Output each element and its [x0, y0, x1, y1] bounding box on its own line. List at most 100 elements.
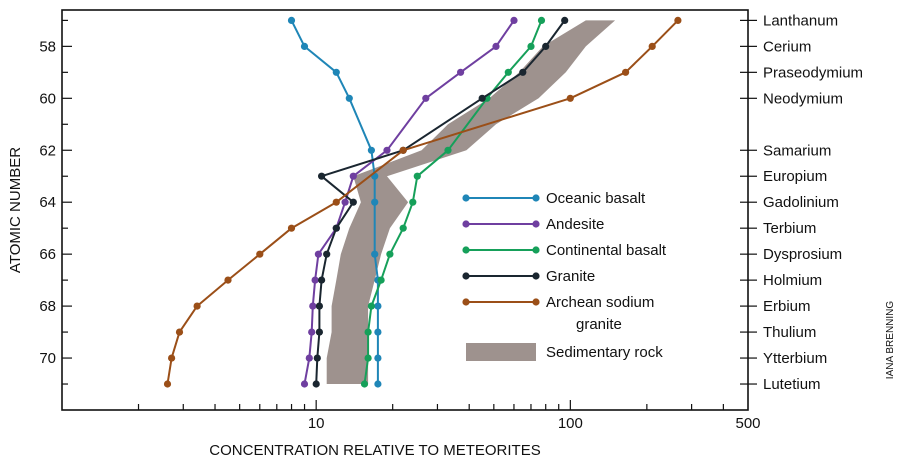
legend-swatch-dot — [532, 220, 540, 228]
oceanic-basalt-point — [287, 16, 296, 24]
archean-sodium-granite-point — [168, 354, 176, 362]
element-label-erbium: Erbium — [763, 298, 811, 315]
legend-swatch-band — [466, 343, 536, 361]
y-tick-label: 66 — [39, 246, 56, 263]
y-tick-label: 62 — [39, 142, 56, 159]
oceanic-basalt-point — [367, 146, 375, 154]
archean-sodium-granite-point — [287, 224, 296, 232]
continental-basalt-point — [364, 328, 372, 336]
legend-label: Oceanic basalt — [546, 190, 646, 207]
archean-sodium-granite-point — [566, 94, 574, 102]
andesite-point — [383, 146, 391, 154]
x-axis-title: CONCENTRATION RELATIVE TO METEORITES — [209, 442, 540, 459]
andesite-point — [492, 42, 500, 51]
element-label-holmium: Holmium — [763, 272, 822, 289]
continental-basalt-point — [399, 224, 407, 232]
andesite-line — [303, 19, 515, 385]
archean-sodium-granite-point — [332, 198, 340, 206]
legend-swatch-dot — [462, 194, 470, 202]
oceanic-basalt-point — [332, 68, 340, 76]
oceanic-basalt-point — [374, 328, 382, 336]
legend-label: Sedimentary rock — [546, 344, 663, 361]
x-tick-label: 100 — [558, 415, 583, 432]
andesite-point — [422, 94, 430, 102]
granite-point — [313, 354, 321, 362]
andesite-point — [309, 302, 317, 310]
continental-basalt-point — [409, 198, 417, 206]
oceanic-basalt-point — [300, 42, 309, 51]
legend-entry-archean-sodium: Archean sodium granite — [462, 294, 654, 333]
oceanic-basalt-point — [371, 250, 379, 258]
legend-entry-continental-basalt: Continental basalt — [462, 242, 667, 259]
series-granite — [312, 16, 569, 388]
element-label-europium: Europium — [763, 168, 827, 185]
element-label-thulium: Thulium — [763, 324, 816, 341]
series-andesite — [300, 16, 518, 388]
archean-sodium-granite-point — [256, 250, 264, 258]
andesite-point — [341, 198, 349, 206]
legend-entry-andesite: Andesite — [462, 216, 604, 233]
series-layer — [163, 16, 682, 388]
archean-sodium-granite-point — [224, 276, 232, 284]
series-continental-basalt — [360, 16, 546, 388]
archean-sodium-granite-point — [399, 146, 407, 154]
y-tick-label: 58 — [39, 38, 56, 55]
granite-point — [332, 224, 340, 232]
y-tick-label: 70 — [39, 350, 56, 367]
continental-basalt-line — [363, 20, 543, 385]
continental-basalt-point — [504, 68, 512, 76]
legend: Oceanic basalt Andesite Continental basalt… — [462, 190, 667, 361]
andesite-point — [300, 380, 309, 388]
element-label-cerium: Cerium — [763, 38, 811, 55]
granite-point — [318, 276, 326, 284]
andesite-point — [457, 68, 465, 76]
legend-entry-sedimentary-rock: Sedimentary rock — [466, 343, 663, 361]
element-label-samarium: Samarium — [763, 142, 831, 159]
granite-point — [561, 16, 569, 24]
oceanic-basalt-point — [374, 380, 382, 388]
legend-swatch-dot — [462, 272, 470, 280]
continental-basalt-point — [367, 302, 375, 310]
y-tick-label: 64 — [39, 194, 56, 211]
y-tick-label: 60 — [39, 90, 56, 107]
granite-line — [315, 19, 566, 385]
credit-text: IANA BRENNING — [885, 301, 896, 380]
granite-point — [315, 328, 323, 336]
granite-point — [312, 380, 320, 388]
y-tick-label: 68 — [39, 298, 56, 315]
element-label-lanthanum: Lanthanum — [763, 12, 838, 29]
element-label-neodymium: Neodymium — [763, 90, 843, 107]
legend-entry-granite: Granite — [462, 268, 595, 285]
andesite-point — [510, 16, 518, 24]
legend-label: Granite — [546, 268, 595, 285]
granite-point — [519, 68, 527, 76]
archean-sodium-granite-point — [622, 68, 630, 76]
archean-sodium-granite-point — [193, 302, 201, 310]
andesite-point — [349, 172, 357, 180]
granite-point — [478, 94, 486, 102]
granite-point — [542, 42, 550, 51]
archean-sodium-granite-point — [648, 42, 656, 51]
continental-basalt-point — [386, 250, 394, 258]
legend-swatch-dot — [532, 194, 540, 202]
archean-sodium-granite-point — [175, 328, 184, 336]
legend-swatch-dot — [532, 272, 540, 280]
granite-point — [323, 250, 331, 258]
legend-entry-oceanic-basalt: Oceanic basalt — [462, 190, 646, 207]
legend-swatch-dot — [532, 246, 540, 254]
element-label-dysprosium: Dysprosium — [763, 246, 842, 263]
legend-swatch-dot — [462, 246, 470, 254]
continental-basalt-point — [527, 42, 535, 51]
legend-swatch-dot — [462, 220, 470, 228]
legend-label: Continental basalt — [546, 242, 667, 259]
legend-label: Archean sodium — [546, 294, 654, 311]
granite-point — [315, 302, 323, 310]
band-layer — [326, 20, 616, 385]
x-tick-label: 10 — [308, 415, 325, 432]
plot-frame — [61, 9, 749, 411]
continental-basalt-point — [377, 276, 385, 284]
continental-basalt-point — [364, 354, 372, 362]
legend-swatch-dot — [462, 298, 470, 306]
continental-basalt-point — [444, 146, 452, 154]
continental-basalt-point — [360, 380, 369, 388]
